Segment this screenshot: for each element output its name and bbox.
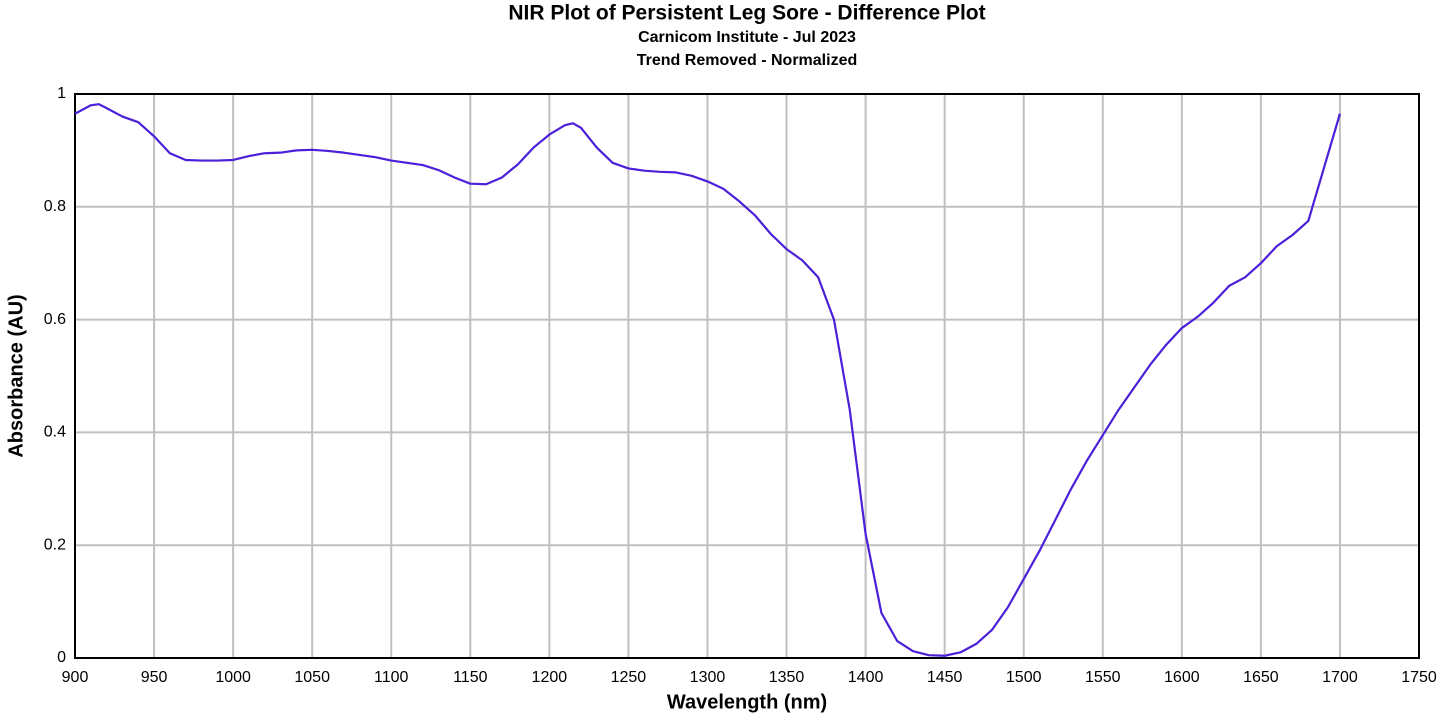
x-tick-label: 1100 [374,669,409,686]
chart-subtitle: Trend Removed - Normalized [637,52,858,69]
chart-subtitle: Carnicom Institute - Jul 2023 [638,29,856,46]
y-axis-label: Absorbance (AU) [5,294,27,457]
x-tick-label: 1750 [1401,669,1437,686]
x-tick-label: 1650 [1243,669,1279,686]
x-tick-label: 950 [141,669,168,686]
plot-border [74,93,1420,659]
data-line [74,103,1341,657]
y-tick-label: 0 [57,649,66,666]
y-tick-label: 0.8 [44,198,66,215]
chart-title: NIR Plot of Persistent Leg Sore - Differ… [508,2,985,25]
y-tick-label: 0.2 [44,536,66,553]
y-tick-label: 0.6 [44,311,66,328]
x-tick-label: 1450 [927,669,963,686]
x-tick-label: 1500 [1006,669,1042,686]
y-tick-label: 1 [57,85,66,102]
x-tick-label: 1600 [1164,669,1200,686]
x-tick-label: 1200 [532,669,568,686]
x-tick-label: 1550 [1085,669,1121,686]
x-tick-label: 1000 [215,669,251,686]
y-tick-label: 0.4 [44,424,66,441]
x-tick-label: 1400 [848,669,884,686]
x-tick-label: 1150 [453,669,488,686]
x-tick-label: 1350 [769,669,805,686]
x-tick-label: 900 [62,669,89,686]
x-tick-label: 1050 [294,669,330,686]
x-tick-label: 1250 [611,669,647,686]
x-tick-label: 1300 [690,669,726,686]
x-tick-label: 1700 [1322,669,1358,686]
x-axis-label: Wavelength (nm) [667,691,827,713]
